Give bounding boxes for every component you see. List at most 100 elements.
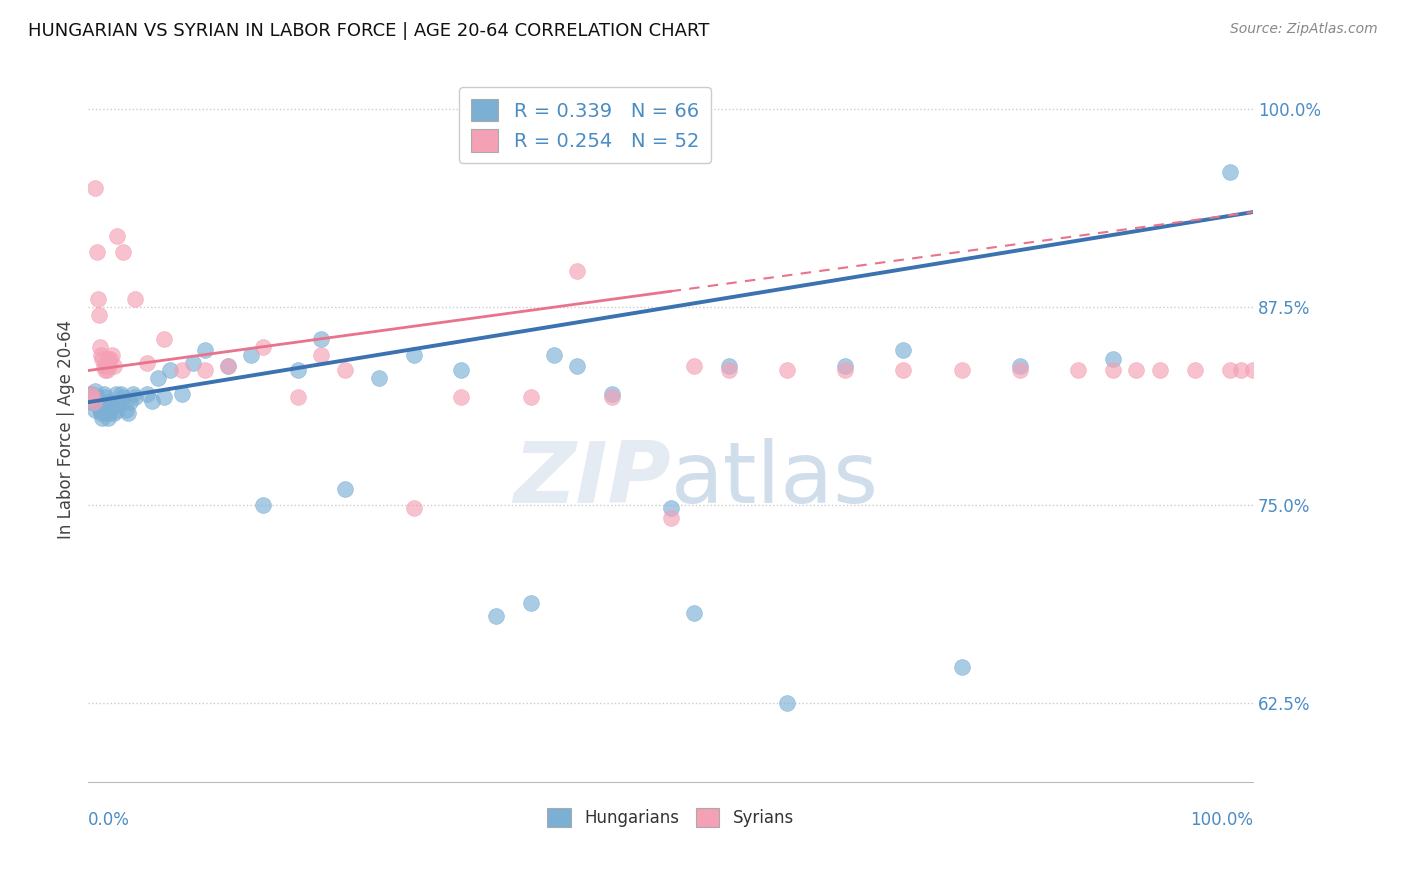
Point: [520, 391, 543, 405]
Point: [834, 359, 856, 373]
Point: [82, 391, 104, 405]
Point: [96, 363, 118, 377]
Point: [100, 352, 122, 367]
Point: [450, 363, 472, 377]
Point: [91, 411, 114, 425]
Point: [309, 332, 332, 346]
Point: [170, 387, 193, 401]
Point: [80, 387, 103, 401]
Point: [83, 395, 105, 409]
Point: [93, 391, 115, 405]
Point: [84, 403, 107, 417]
Point: [98, 406, 121, 420]
Point: [100, 395, 122, 409]
Point: [1241, 363, 1264, 377]
Point: [683, 359, 706, 373]
Point: [124, 292, 146, 306]
Point: [252, 340, 274, 354]
Point: [309, 348, 332, 362]
Point: [194, 343, 217, 357]
Point: [94, 359, 117, 373]
Text: atlas: atlas: [671, 438, 879, 521]
Point: [94, 400, 117, 414]
Point: [135, 355, 157, 369]
Point: [90, 406, 112, 420]
Point: [117, 406, 139, 420]
Point: [181, 355, 204, 369]
Point: [148, 371, 170, 385]
Point: [96, 403, 118, 417]
Point: [893, 343, 915, 357]
Point: [80, 395, 103, 409]
Text: ZIP: ZIP: [513, 438, 671, 521]
Point: [217, 359, 239, 373]
Point: [114, 403, 136, 417]
Point: [834, 363, 856, 377]
Point: [84, 181, 107, 195]
Text: Source: ZipAtlas.com: Source: ZipAtlas.com: [1230, 22, 1378, 37]
Text: HUNGARIAN VS SYRIAN IN LABOR FORCE | AGE 20-64 CORRELATION CHART: HUNGARIAN VS SYRIAN IN LABOR FORCE | AGE…: [28, 22, 710, 40]
Point: [108, 395, 131, 409]
Point: [93, 363, 115, 377]
Point: [107, 403, 129, 417]
Point: [89, 403, 111, 417]
Point: [86, 292, 108, 306]
Point: [1219, 363, 1241, 377]
Point: [950, 659, 973, 673]
Point: [84, 384, 107, 398]
Point: [153, 332, 176, 346]
Point: [893, 363, 915, 377]
Point: [950, 363, 973, 377]
Point: [121, 387, 143, 401]
Point: [485, 609, 508, 624]
Point: [86, 395, 108, 409]
Point: [91, 352, 114, 367]
Point: [287, 391, 309, 405]
Point: [404, 348, 426, 362]
Point: [153, 391, 176, 405]
Point: [93, 359, 115, 373]
Point: [1067, 363, 1090, 377]
Point: [141, 393, 163, 408]
Point: [1230, 363, 1253, 377]
Point: [717, 363, 740, 377]
Point: [1219, 165, 1241, 179]
Point: [112, 244, 135, 259]
Point: [90, 348, 112, 362]
Point: [252, 498, 274, 512]
Y-axis label: In Labor Force | Age 20-64: In Labor Force | Age 20-64: [58, 320, 75, 540]
Text: 0.0%: 0.0%: [89, 811, 131, 829]
Point: [333, 363, 356, 377]
Point: [1125, 363, 1147, 377]
Point: [80, 391, 103, 405]
Point: [368, 371, 391, 385]
Point: [602, 387, 624, 401]
Point: [159, 363, 181, 377]
Point: [1008, 363, 1031, 377]
Point: [717, 359, 740, 373]
Point: [1008, 359, 1031, 373]
Point: [86, 244, 108, 259]
Point: [450, 391, 472, 405]
Point: [124, 391, 146, 405]
Point: [80, 387, 103, 401]
Point: [194, 363, 217, 377]
Point: [87, 398, 110, 412]
Point: [112, 391, 135, 405]
Point: [79, 387, 101, 401]
Point: [404, 501, 426, 516]
Point: [107, 228, 129, 243]
Point: [567, 359, 589, 373]
Point: [135, 387, 157, 401]
Point: [683, 606, 706, 620]
Point: [1102, 352, 1125, 367]
Point: [520, 596, 543, 610]
Point: [602, 391, 624, 405]
Point: [103, 406, 125, 420]
Point: [98, 359, 121, 373]
Point: [1149, 363, 1171, 377]
Point: [86, 391, 108, 405]
Point: [110, 387, 132, 401]
Point: [83, 395, 105, 409]
Point: [1184, 363, 1206, 377]
